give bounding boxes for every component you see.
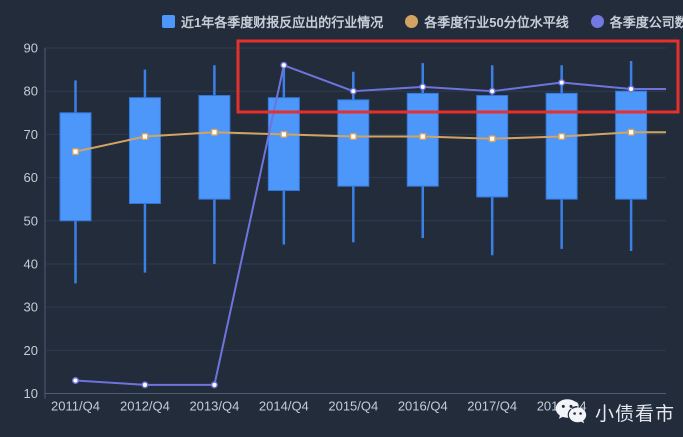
chart-legend: 近1年各季度财报反应出的行业情况 各季度行业50分位水平线 各季度公司数值 bbox=[162, 11, 683, 31]
y-tick-label: 20 bbox=[24, 343, 38, 358]
median-point[interactable] bbox=[488, 135, 496, 143]
median-point[interactable] bbox=[419, 133, 427, 141]
median-point[interactable] bbox=[627, 128, 635, 136]
candle-box[interactable] bbox=[615, 90, 648, 200]
x-axis-label: 2011/Q4 bbox=[51, 399, 100, 414]
y-tick-label: 30 bbox=[24, 300, 38, 315]
median-point[interactable] bbox=[210, 128, 218, 136]
y-tick-label: 40 bbox=[24, 256, 38, 271]
median-line[interactable] bbox=[75, 131, 667, 153]
median-point[interactable] bbox=[141, 133, 149, 141]
legend-item-label: 近1年各季度财报反应出的行业情况 bbox=[181, 14, 384, 30]
company-line[interactable] bbox=[75, 64, 667, 386]
median-point[interactable] bbox=[71, 148, 79, 156]
company-point[interactable] bbox=[349, 87, 357, 95]
candle-box[interactable] bbox=[128, 97, 161, 204]
company-point[interactable] bbox=[210, 381, 218, 389]
legend-item-industry-range[interactable]: 近1年各季度财报反应出的行业情况 bbox=[162, 12, 383, 31]
x-axis-label: 2016/Q4 bbox=[398, 399, 448, 414]
orange-circle-icon bbox=[405, 14, 419, 28]
y-tick-label: 90 bbox=[24, 41, 38, 56]
x-axis-label: 2012/Q4 bbox=[120, 399, 170, 414]
company-point[interactable] bbox=[141, 381, 149, 389]
candle-box[interactable] bbox=[337, 99, 370, 187]
company-point[interactable] bbox=[280, 61, 288, 69]
company-point[interactable] bbox=[419, 83, 427, 91]
y-tick-label: 50 bbox=[24, 213, 38, 228]
y-tick-label: 80 bbox=[24, 84, 38, 99]
watermark-text: 小债看市 bbox=[594, 403, 675, 425]
median-point[interactable] bbox=[280, 130, 288, 138]
y-tick-label: 70 bbox=[24, 127, 38, 142]
blue-square-icon bbox=[162, 14, 175, 28]
candle-box[interactable] bbox=[59, 112, 92, 222]
highlight-annotation-rect bbox=[236, 39, 680, 114]
y-tick-label: 10 bbox=[24, 386, 38, 401]
legend-item-label: 各季度行业50分位水平线 bbox=[424, 14, 569, 30]
legend-item-company-value[interactable]: 各季度公司数值 bbox=[590, 12, 683, 31]
x-axis-label: 2013/Q4 bbox=[189, 399, 239, 414]
x-axis-label: 2014/Q4 bbox=[259, 399, 309, 414]
median-point[interactable] bbox=[349, 133, 357, 141]
watermark: 小债看市 bbox=[550, 395, 679, 429]
candle-box[interactable] bbox=[545, 92, 578, 200]
purple-circle-icon bbox=[590, 14, 604, 28]
legend-item-label: 各季度公司数值 bbox=[609, 14, 683, 30]
median-point[interactable] bbox=[558, 133, 566, 141]
wechat-icon bbox=[555, 399, 587, 424]
legend-item-median-line[interactable]: 各季度行业50分位水平线 bbox=[405, 12, 569, 31]
x-axis-label: 2015/Q4 bbox=[328, 399, 378, 414]
candle-box[interactable] bbox=[198, 95, 231, 200]
company-point[interactable] bbox=[488, 87, 496, 95]
x-axis-label: 2017/Q4 bbox=[467, 399, 517, 414]
y-tick-label: 60 bbox=[24, 170, 38, 185]
company-point[interactable] bbox=[558, 79, 566, 87]
company-point[interactable] bbox=[71, 377, 79, 385]
company-point[interactable] bbox=[627, 85, 635, 93]
